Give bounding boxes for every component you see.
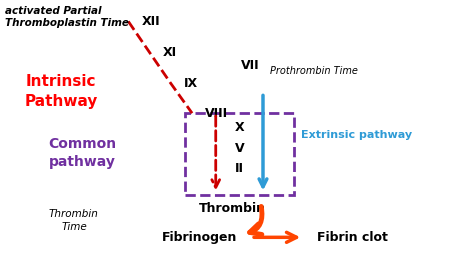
Text: Intrinsic
Pathway: Intrinsic Pathway	[24, 74, 98, 109]
Text: Fibrinogen: Fibrinogen	[162, 231, 237, 244]
Text: XII: XII	[142, 15, 160, 28]
FancyArrowPatch shape	[250, 206, 262, 235]
Text: Thrombin
Time: Thrombin Time	[49, 209, 99, 232]
Text: X: X	[235, 121, 244, 134]
Text: Thrombin: Thrombin	[199, 203, 266, 216]
Text: Common
pathway: Common pathway	[48, 137, 116, 170]
Text: II: II	[235, 162, 244, 175]
Bar	[185, 113, 294, 195]
Text: XI: XI	[163, 46, 177, 59]
Text: activated Partial
Thromboplastin Time: activated Partial Thromboplastin Time	[5, 6, 129, 28]
Text: VIII: VIII	[205, 107, 228, 120]
Text: Fibrin clot: Fibrin clot	[318, 231, 388, 244]
Text: VII: VII	[241, 59, 259, 72]
Text: Prothrombin Time: Prothrombin Time	[270, 66, 358, 75]
Text: IX: IX	[184, 77, 198, 90]
Text: V: V	[235, 142, 244, 155]
Text: Extrinsic pathway: Extrinsic pathway	[301, 130, 412, 140]
